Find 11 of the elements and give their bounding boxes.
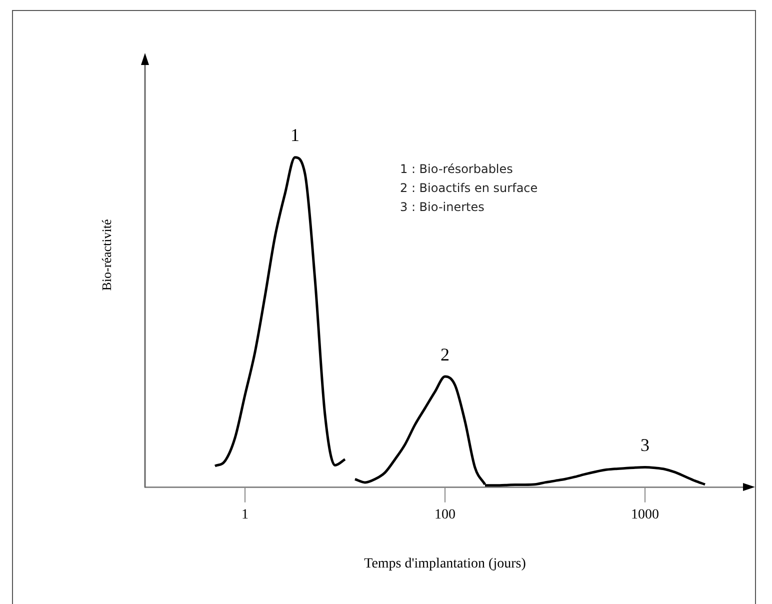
annotation: 1 : Bio-résorbables <box>400 161 514 178</box>
y-axis-title: Bio-réactivité <box>99 219 115 291</box>
series-label: 1 <box>290 125 300 146</box>
x-tick-label: 100 <box>434 507 456 522</box>
series-label: 3 <box>640 435 650 456</box>
annotation: 2 : Bioactifs en surface <box>400 180 538 197</box>
x-axis-title: Temps d'implantation (jours) <box>364 556 526 572</box>
x-tick-label: 1 <box>242 507 248 522</box>
series-label: 2 <box>440 344 450 364</box>
x-tick-label: 1000 <box>631 507 659 522</box>
annotation: 3 : Bio-inertes <box>400 199 486 216</box>
